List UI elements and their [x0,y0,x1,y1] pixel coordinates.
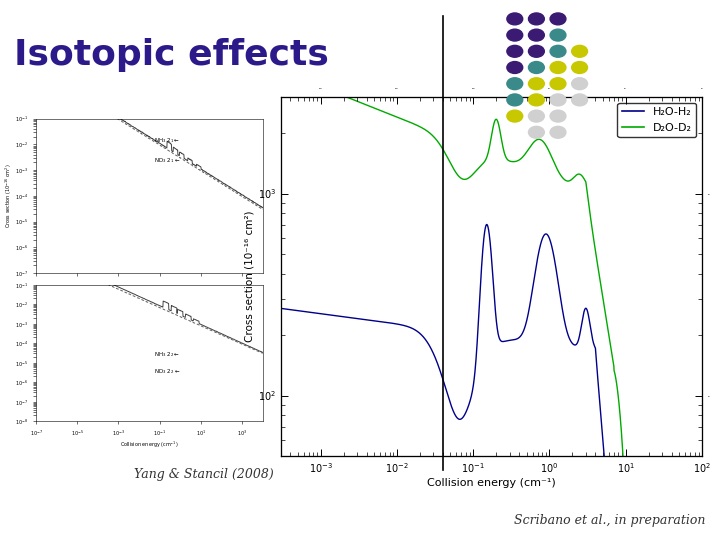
Text: Yang & Stancil (2008): Yang & Stancil (2008) [134,468,274,481]
D₂O-D₂ [351,97,359,104]
H₂O-H₂ [482,221,491,228]
D₂O-D₂ [326,87,335,94]
D₂O-D₂ [439,147,448,153]
Text: $\rm NH_3\ 2_1\leftarrow$: $\rm NH_3\ 2_1\leftarrow$ [154,136,180,145]
H₂O-H₂ [326,312,335,318]
Text: Fig. 5. Total inelastic cross sections for
para-NH₃-He and para-ND₃-He as functi: Fig. 5. Total inelastic cross sections f… [42,392,160,420]
H₂O-H₂ [278,306,287,312]
H₂O-H₂ [439,377,448,384]
Text: Scribano et al., in preparation: Scribano et al., in preparation [514,514,706,527]
D₂O-D₂ [457,176,466,182]
H₂O-H₂ [351,315,359,321]
X-axis label: Collision energy (cm⁻¹): Collision energy (cm⁻¹) [427,478,556,488]
Y-axis label: Cross section $(10^{-16}\ \rm cm^2)$: Cross section $(10^{-16}\ \rm cm^2)$ [4,164,14,228]
Text: $\rm NH_3\ 2_2\leftarrow$: $\rm NH_3\ 2_2\leftarrow$ [154,350,180,359]
Text: $\rm ND_3\ 2_1\leftarrow$: $\rm ND_3\ 2_1\leftarrow$ [154,156,180,165]
Line: H₂O-H₂: H₂O-H₂ [282,225,702,540]
Legend: H₂O-H₂, D₂O-D₂: H₂O-H₂, D₂O-D₂ [618,103,696,137]
Line: D₂O-D₂: D₂O-D₂ [282,71,702,540]
Text: $\rm ND_3\ 2_2\leftarrow$: $\rm ND_3\ 2_2\leftarrow$ [154,368,180,376]
X-axis label: Collision energy $(\rm cm^{-1})$: Collision energy $(\rm cm^{-1})$ [120,440,179,450]
D₂O-D₂ [278,68,287,75]
Text: Isotopic effects: Isotopic effects [14,38,329,72]
Y-axis label: Cross section (10⁻¹⁶ cm²): Cross section (10⁻¹⁶ cm²) [245,211,255,342]
H₂O-H₂ [457,415,466,422]
